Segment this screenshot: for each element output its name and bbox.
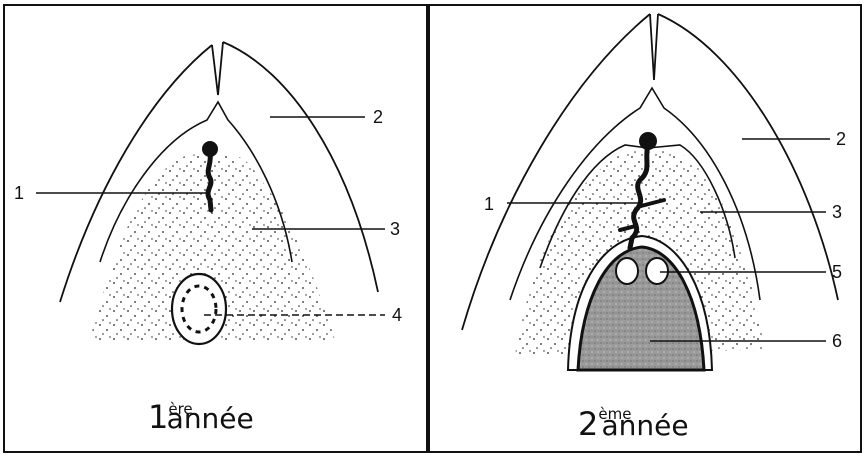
- panel-2-middle-scale: [509, 86, 761, 301]
- panel-2-apex-branch-left: [618, 224, 638, 232]
- panel-2-caption-number: 2: [578, 405, 598, 443]
- panel-2-label-1: 1: [484, 194, 494, 214]
- panel-2-caption-word: année: [601, 409, 688, 442]
- panel-2-apex-dot: [639, 132, 657, 150]
- panel-1-caption-superscript: ère: [168, 400, 192, 418]
- panel-2-apex-branch-right: [639, 198, 666, 208]
- panel-1-caption-word: année: [167, 402, 254, 435]
- panel-2-caption-superscript: ème: [598, 405, 631, 423]
- panel-1-caption: 1èreannée: [148, 398, 254, 436]
- panel-1-label-2: 2: [373, 107, 383, 127]
- panel-1-primordium-inner: [180, 284, 218, 334]
- panel-2-frame: [428, 4, 862, 453]
- panel-2-bract-right: [645, 257, 669, 285]
- panel-1-caption-number: 1: [148, 398, 168, 436]
- panel-1-label-4: 4: [392, 305, 402, 325]
- panel-1-frame: [3, 4, 428, 453]
- panel-1-label-3: 3: [390, 219, 400, 239]
- panel-1-meristem-dome: [90, 154, 335, 340]
- panel-2-label-3: 3: [832, 202, 842, 222]
- panel-1: 1 2 3 4 1èreannée: [14, 41, 402, 436]
- panel-1-primordium-outer: [170, 272, 228, 346]
- panel-2-outer-scale-right: [657, 13, 839, 301]
- panel-1-outer-scale-right: [222, 41, 379, 293]
- panel-2-label-5: 5: [832, 262, 842, 282]
- panel-2-label-2: 2: [836, 129, 846, 149]
- panel-1-apex-strand: [205, 149, 214, 213]
- panel-2-label-6: 6: [832, 331, 842, 351]
- panel-1-apex-dot: [202, 141, 218, 157]
- panel-1-label-1: 1: [14, 183, 24, 203]
- panel-2: 1 2 3 5 6 2èmeannée: [461, 13, 846, 443]
- panel-1-outer-scale-left: [59, 44, 213, 303]
- panel-2-bract-left: [615, 257, 639, 285]
- panel-2-outer-scale-left: [461, 13, 651, 331]
- panel-2-scale-tip: [649, 13, 659, 81]
- panel-1-scale-tip: [211, 41, 224, 96]
- panel-2-bud-body: [576, 245, 706, 372]
- panel-2-caption: 2èmeannée: [578, 405, 689, 443]
